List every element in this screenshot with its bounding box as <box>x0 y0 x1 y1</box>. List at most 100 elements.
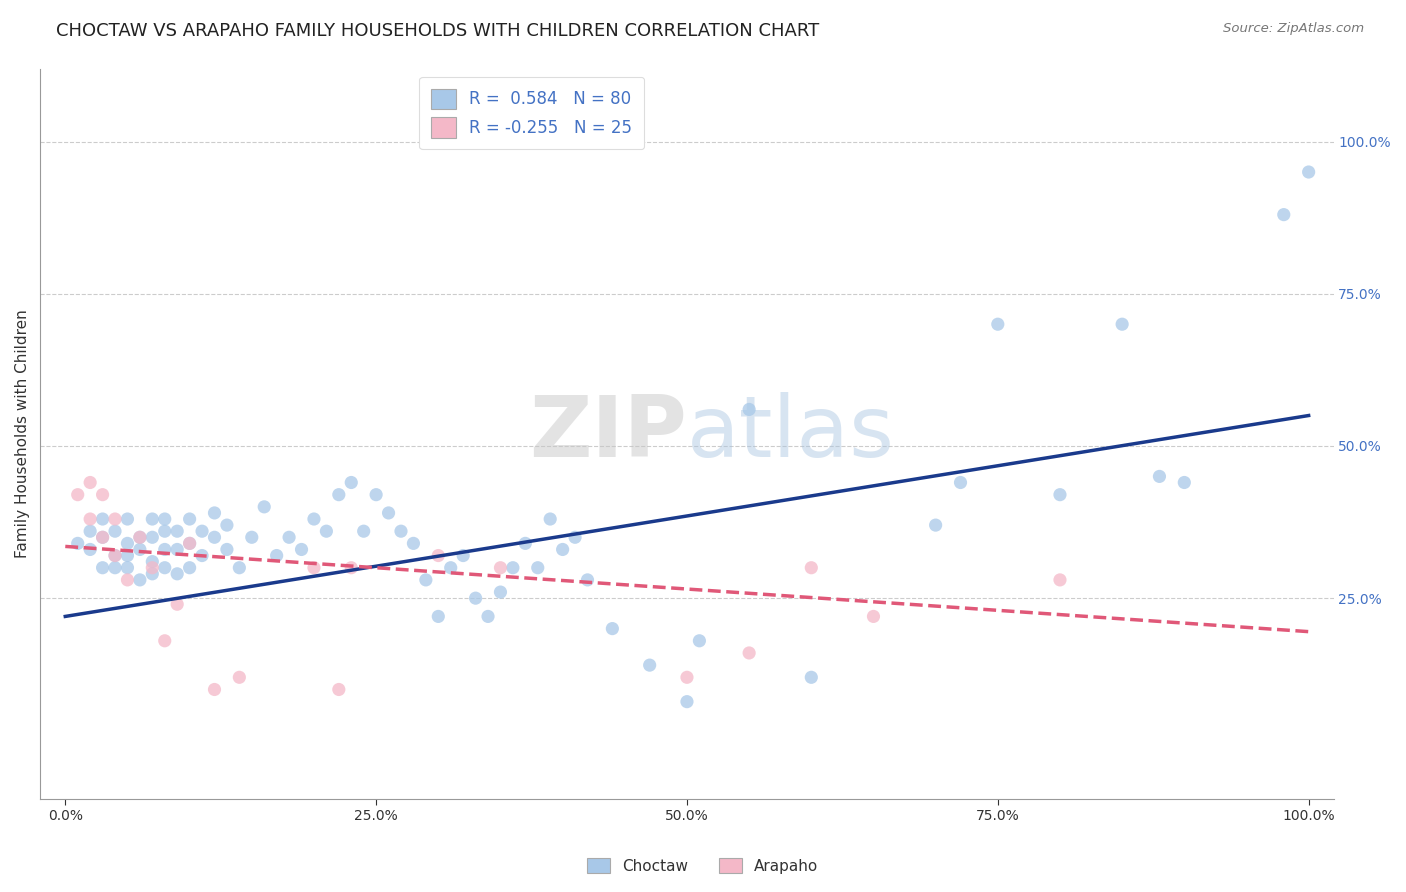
Point <box>515 536 537 550</box>
Text: ZIP: ZIP <box>529 392 688 475</box>
Text: atlas: atlas <box>688 392 896 475</box>
Point <box>402 536 425 550</box>
Point <box>489 560 512 574</box>
Point <box>91 530 114 544</box>
Point <box>302 512 325 526</box>
Point <box>128 542 150 557</box>
Point <box>389 524 412 539</box>
Point <box>204 682 226 697</box>
Point <box>427 609 450 624</box>
Point <box>141 555 163 569</box>
Point <box>328 682 350 697</box>
Point <box>153 633 176 648</box>
Point <box>638 658 661 673</box>
Point <box>104 524 127 539</box>
Point <box>949 475 972 490</box>
Point <box>924 518 946 533</box>
Point <box>128 530 150 544</box>
Point <box>688 633 710 648</box>
Point <box>128 530 150 544</box>
Point <box>1149 469 1171 483</box>
Point <box>477 609 499 624</box>
Point <box>117 536 139 550</box>
Point <box>551 542 574 557</box>
Point <box>427 549 450 563</box>
Point <box>266 549 288 563</box>
Legend: R =  0.584   N = 80, R = -0.255   N = 25: R = 0.584 N = 80, R = -0.255 N = 25 <box>419 77 644 149</box>
Point <box>340 475 363 490</box>
Point <box>538 512 561 526</box>
Point <box>141 530 163 544</box>
Point <box>502 560 524 574</box>
Point <box>366 488 388 502</box>
Point <box>128 573 150 587</box>
Legend: Choctaw, Arapaho: Choctaw, Arapaho <box>581 852 825 880</box>
Point <box>489 585 512 599</box>
Point <box>91 530 114 544</box>
Point <box>179 536 201 550</box>
Point <box>215 542 238 557</box>
Point <box>179 512 201 526</box>
Point <box>166 524 188 539</box>
Point <box>153 512 176 526</box>
Point <box>240 530 263 544</box>
Point <box>117 512 139 526</box>
Point <box>79 475 101 490</box>
Point <box>215 518 238 533</box>
Point <box>141 566 163 581</box>
Point <box>315 524 337 539</box>
Point <box>464 591 486 606</box>
Point <box>153 560 176 574</box>
Point <box>91 488 114 502</box>
Point <box>79 524 101 539</box>
Point <box>204 530 226 544</box>
Point <box>191 549 214 563</box>
Point <box>440 560 463 574</box>
Text: Source: ZipAtlas.com: Source: ZipAtlas.com <box>1223 22 1364 36</box>
Point <box>377 506 399 520</box>
Point <box>676 695 699 709</box>
Point <box>117 573 139 587</box>
Point <box>228 560 250 574</box>
Point <box>738 402 761 417</box>
Point <box>1049 573 1071 587</box>
Point <box>166 566 188 581</box>
Point <box>328 488 350 502</box>
Point <box>166 542 188 557</box>
Point <box>141 512 163 526</box>
Point <box>141 560 163 574</box>
Point <box>415 573 437 587</box>
Point <box>602 622 624 636</box>
Point <box>66 488 89 502</box>
Point <box>104 549 127 563</box>
Point <box>253 500 276 514</box>
Point <box>340 560 363 574</box>
Point <box>526 560 548 574</box>
Point <box>79 542 101 557</box>
Point <box>576 573 599 587</box>
Point <box>987 317 1010 331</box>
Point <box>179 560 201 574</box>
Point <box>117 549 139 563</box>
Point <box>117 560 139 574</box>
Point <box>91 560 114 574</box>
Point <box>166 597 188 611</box>
Point <box>353 524 375 539</box>
Point <box>800 560 823 574</box>
Y-axis label: Family Households with Children: Family Households with Children <box>15 310 30 558</box>
Point <box>1049 488 1071 502</box>
Point <box>153 524 176 539</box>
Point <box>104 512 127 526</box>
Point <box>104 560 127 574</box>
Point <box>228 670 250 684</box>
Point <box>278 530 301 544</box>
Point <box>66 536 89 550</box>
Point <box>738 646 761 660</box>
Point <box>79 512 101 526</box>
Point <box>676 670 699 684</box>
Point <box>564 530 586 544</box>
Point <box>800 670 823 684</box>
Point <box>290 542 312 557</box>
Text: CHOCTAW VS ARAPAHO FAMILY HOUSEHOLDS WITH CHILDREN CORRELATION CHART: CHOCTAW VS ARAPAHO FAMILY HOUSEHOLDS WIT… <box>56 22 820 40</box>
Point <box>179 536 201 550</box>
